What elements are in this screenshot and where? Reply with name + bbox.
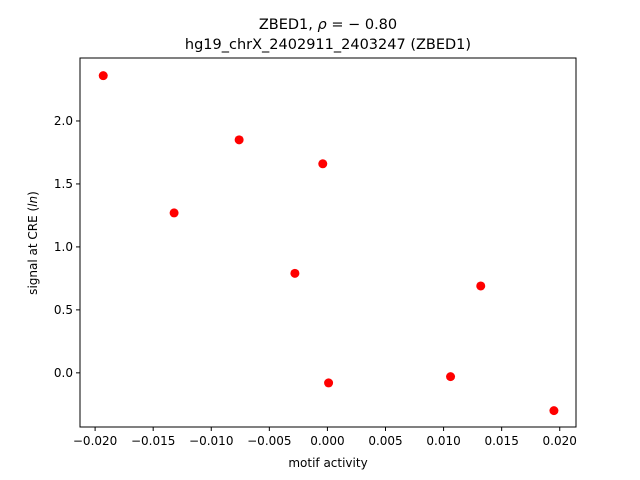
data-point xyxy=(324,378,334,388)
y-tick-label: 2.0 xyxy=(54,114,73,128)
x-axis-label: motif activity xyxy=(288,456,367,470)
data-points xyxy=(98,71,559,416)
y-tick-label: 0.5 xyxy=(54,303,73,317)
data-point xyxy=(169,208,179,218)
y-axis-ticks: 0.0 0.5 1.0 1.5 2.0 xyxy=(54,114,80,380)
x-tick-label: −0.015 xyxy=(131,434,175,448)
y-tick-label: 0.0 xyxy=(54,366,73,380)
y-axis-label: signal at CRE (ln) xyxy=(26,191,40,295)
plot-area-frame xyxy=(79,57,577,428)
x-tick-label: −0.005 xyxy=(247,434,291,448)
x-axis-ticks: −0.020 −0.015 −0.010 −0.005 0.000 0.005 0.010 0… xyxy=(73,427,577,448)
x-tick-label: 0.015 xyxy=(484,434,518,448)
x-tick-label: 0.010 xyxy=(426,434,460,448)
data-point xyxy=(98,71,108,81)
x-tick-label: 0.020 xyxy=(543,434,577,448)
chart-title-line1: ZBED1, ρ = − 0.80 xyxy=(259,17,397,33)
data-point xyxy=(476,281,486,291)
x-tick-label: 0.005 xyxy=(368,434,402,448)
data-point xyxy=(318,159,328,169)
data-point xyxy=(290,268,300,278)
y-tick-label: 1.0 xyxy=(54,240,73,254)
chart-title-line2: hg19_chrX_2402911_2403247 (ZBED1) xyxy=(185,37,471,53)
x-tick-label: −0.010 xyxy=(189,434,233,448)
data-point xyxy=(234,135,244,145)
x-tick-label: −0.020 xyxy=(73,434,117,448)
x-tick-label: 0.000 xyxy=(310,434,344,448)
y-tick-label: 1.5 xyxy=(54,177,73,191)
data-point xyxy=(549,406,559,416)
data-point xyxy=(446,372,456,382)
